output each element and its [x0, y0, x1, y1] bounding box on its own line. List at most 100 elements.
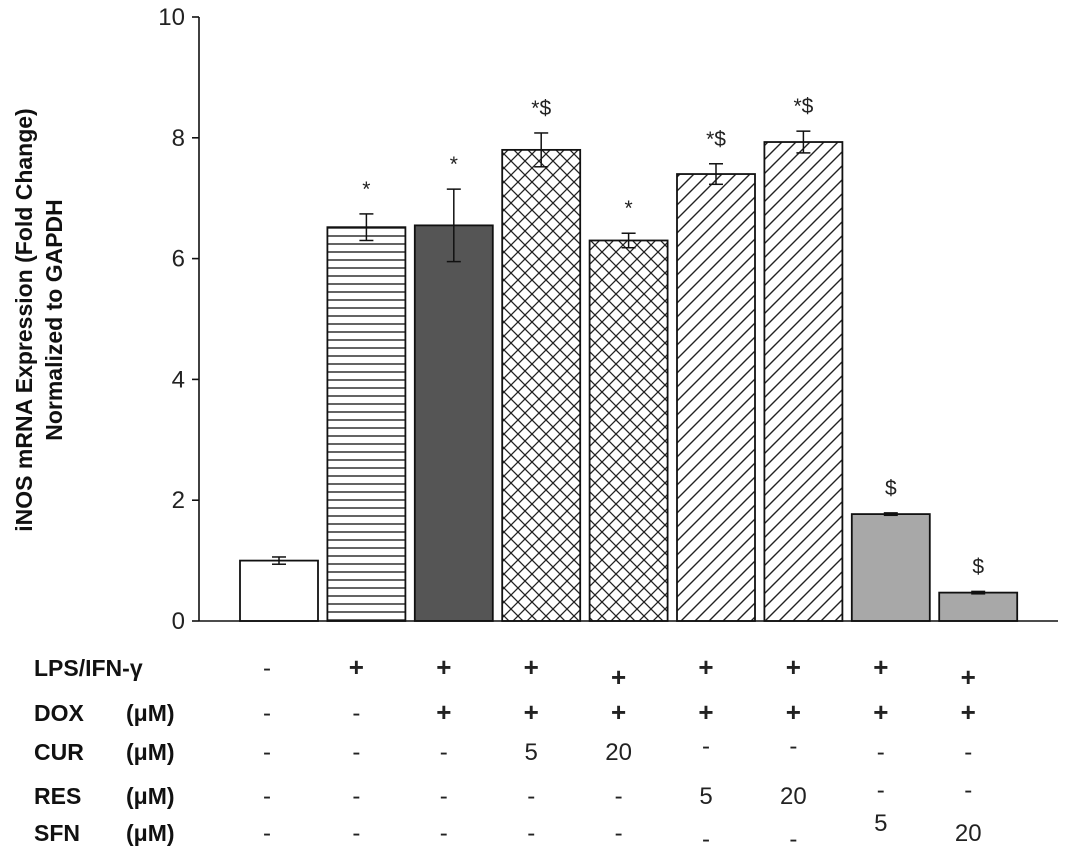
treatment-cell: +	[524, 652, 539, 682]
y-axis-label: iNOS mRNA Expression (Fold Change) Norma…	[11, 108, 67, 531]
bar-9	[938, 591, 1019, 622]
treatment-row-lps-ifn-: LPS/IFN-γ - + + + + + + + +	[34, 652, 976, 692]
bar-4	[501, 148, 582, 622]
error-bar-6	[709, 163, 723, 186]
treatment-cell: +	[611, 662, 626, 692]
treatment-cell: -	[702, 826, 710, 853]
treatment-cell: +	[524, 697, 539, 727]
treatment-cell: +	[786, 652, 801, 682]
treatment-cell: +	[873, 697, 888, 727]
treatment-cell: -	[352, 783, 360, 810]
significance-marker-6: *$	[706, 128, 726, 151]
error-bars	[272, 130, 986, 595]
error-bar-5	[621, 232, 636, 249]
significance-markers: * * *$ * *$ *$ $ $	[362, 95, 984, 578]
treatment-cell: +	[698, 652, 713, 682]
treatment-cell: -	[352, 700, 360, 727]
treatment-cell: -	[964, 739, 972, 766]
treatment-cell: 5	[699, 783, 712, 810]
treatment-cell: +	[349, 652, 364, 682]
treatment-cell: -	[527, 783, 535, 810]
treatment-label: CUR	[34, 739, 84, 765]
treatment-cell: -	[263, 700, 271, 727]
treatment-cell: -	[263, 655, 271, 682]
treatment-cell: -	[352, 820, 360, 847]
treatment-cell: -	[702, 733, 710, 760]
treatment-cell: -	[440, 820, 448, 847]
treatment-row-sfn: SFN (μM) - - - - - - - 5 20	[34, 810, 982, 853]
significance-marker-3: *	[450, 153, 458, 176]
y-tick-label: 10	[158, 4, 185, 31]
treatment-cell: -	[440, 739, 448, 766]
significance-marker-7: *$	[793, 95, 813, 118]
bar-7	[763, 141, 844, 622]
error-bar-9	[971, 590, 986, 595]
error-bar-1	[272, 556, 286, 565]
treatment-unit: (μM)	[126, 820, 175, 846]
treatment-cell: -	[615, 820, 623, 847]
treatment-cell: -	[789, 733, 797, 760]
treatment-label: DOX	[34, 700, 85, 726]
error-bar-7	[796, 130, 811, 154]
treatment-cell: +	[611, 697, 626, 727]
bar-6	[676, 173, 756, 622]
treatment-cell: -	[527, 820, 535, 847]
y-axis: 0 2 4 6 8 10	[158, 4, 200, 635]
treatment-label: LPS/IFN-γ	[34, 655, 143, 681]
error-bar-8	[883, 512, 898, 517]
treatment-cell: 5	[874, 810, 887, 837]
treatment-cell: -	[877, 777, 885, 804]
bars	[239, 141, 1019, 622]
y-tick-label: 2	[172, 487, 185, 514]
treatment-unit: (μM)	[126, 700, 175, 726]
bar-8	[850, 513, 931, 622]
treatment-cell: -	[964, 777, 972, 804]
significance-marker-9: $	[972, 555, 984, 578]
error-bar-3	[446, 188, 461, 263]
bar-1	[239, 559, 319, 622]
treatment-cell: -	[877, 739, 885, 766]
treatment-unit: (μM)	[126, 739, 175, 765]
y-axis-label-line2: Normalized to GAPDH	[41, 199, 67, 441]
treatment-cell: +	[961, 697, 976, 727]
y-tick-label: 0	[172, 608, 185, 635]
treatment-row-res: RES (μM) - - - - - 5 20 - -	[34, 777, 972, 810]
significance-marker-4: *$	[531, 97, 551, 120]
treatment-cell: +	[873, 652, 888, 682]
treatment-cell: +	[961, 662, 976, 692]
significance-marker-5: *	[625, 197, 633, 220]
y-tick-label: 8	[172, 125, 185, 152]
significance-marker-2: *	[362, 178, 370, 201]
treatment-cell: 20	[780, 783, 807, 810]
treatment-cell: -	[352, 739, 360, 766]
treatment-cell: -	[263, 739, 271, 766]
y-axis-label-line1: iNOS mRNA Expression (Fold Change)	[11, 108, 37, 531]
bar-2	[326, 226, 407, 622]
treatment-cell: 20	[955, 820, 982, 847]
treatment-cell: -	[263, 820, 271, 847]
error-bar-4	[534, 132, 549, 168]
treatment-cell: +	[436, 652, 451, 682]
treatment-cell: -	[789, 826, 797, 853]
treatment-label: SFN	[34, 820, 80, 846]
treatment-row-cur: CUR (μM) - - - 5 20 - - - -	[34, 733, 972, 766]
treatment-label: RES	[34, 783, 81, 809]
treatment-unit: (μM)	[126, 783, 175, 809]
treatment-cell: +	[698, 697, 713, 727]
treatment-cell: +	[436, 697, 451, 727]
treatment-cell: -	[263, 783, 271, 810]
y-tick-label: 4	[172, 366, 185, 393]
treatment-cell: -	[615, 783, 623, 810]
bar-3	[413, 224, 494, 622]
bar-5	[588, 239, 669, 622]
error-bar-2	[359, 213, 374, 242]
treatment-table: LPS/IFN-γ - + + + + + + + + DOX (μM) - - + + + + + + + CUR (μM…	[34, 652, 982, 853]
treatment-cell: -	[440, 783, 448, 810]
y-tick-label: 6	[172, 246, 185, 273]
treatment-cell: +	[786, 697, 801, 727]
treatment-row-dox: DOX (μM) - - + + + + + + +	[34, 697, 976, 727]
significance-marker-8: $	[885, 477, 897, 500]
treatment-cell: 5	[525, 739, 538, 766]
treatment-cell: 20	[605, 739, 632, 766]
